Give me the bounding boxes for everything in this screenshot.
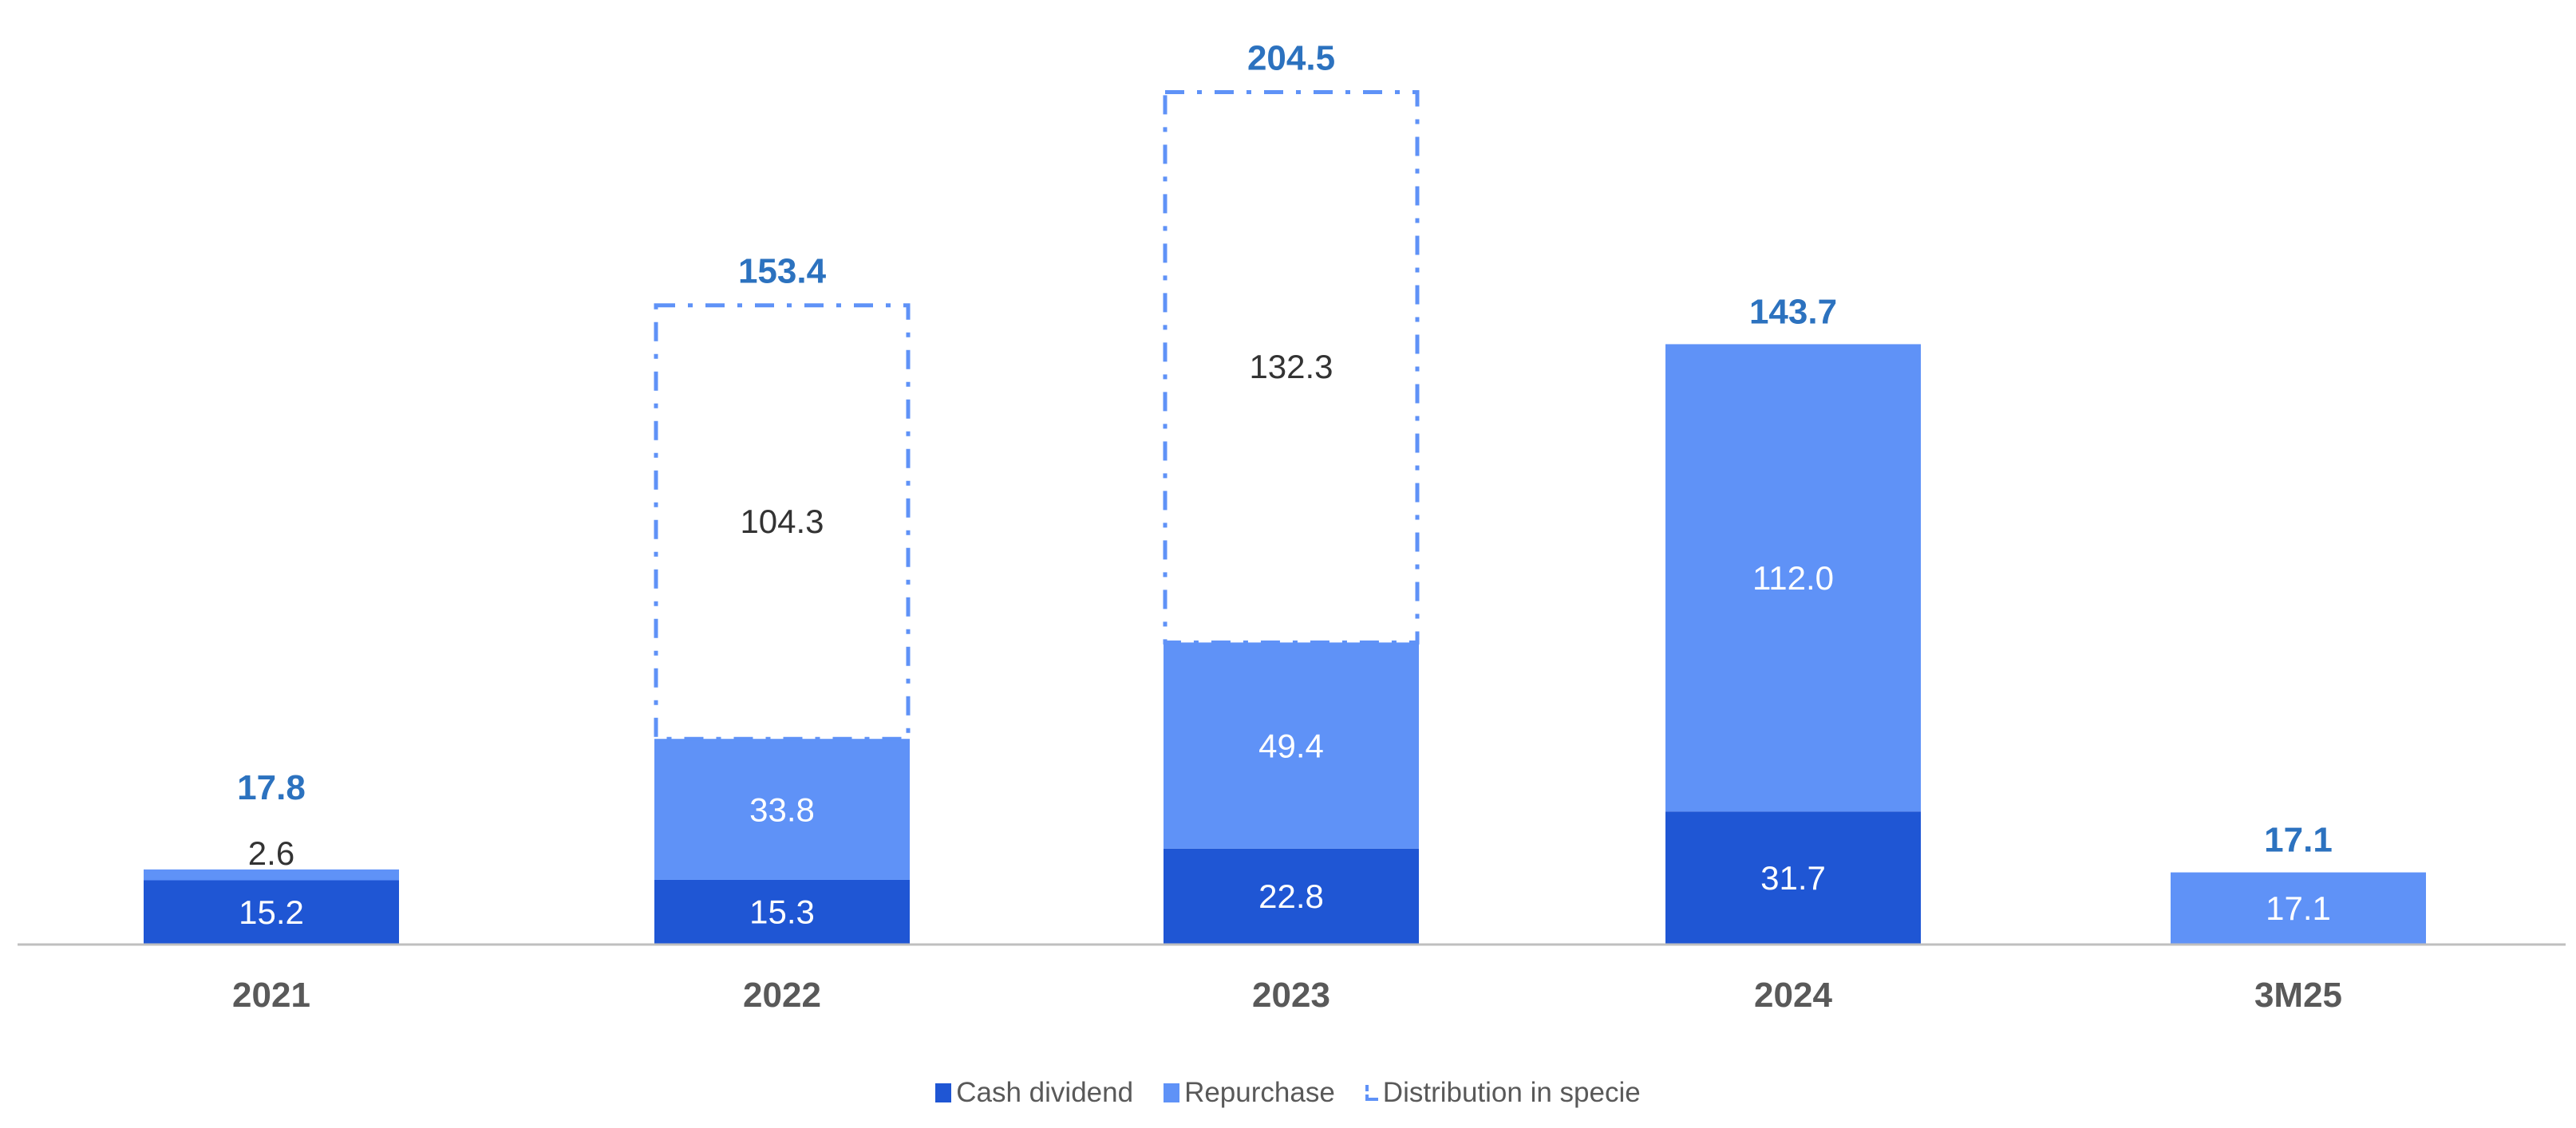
data-label-distribution-in-specie-2022: 104.3: [740, 503, 824, 540]
bar-segment-repurchase-3m25: [2171, 872, 2426, 944]
data-label-repurchase-2024: 112.0: [1752, 559, 1834, 597]
data-label-repurchase-2023: 49.4: [1258, 727, 1324, 764]
bar-segment-cash-dividend-2024: [1665, 811, 1921, 944]
legend-item-cash-dividend: Cash dividend: [935, 1077, 1133, 1109]
total-label-2022: 153.4: [738, 252, 827, 291]
data-label-repurchase-3m25: 17.1: [2266, 889, 2331, 927]
x-tick-label-2021: 2021: [232, 976, 310, 1015]
total-label-2024: 143.7: [1749, 292, 1837, 331]
bar-segment-distribution-in-specie-2023: [1163, 89, 1420, 645]
legend-swatch-distribution-in-specie: [1365, 1085, 1378, 1101]
legend-label-distribution-in-specie: Distribution in specie: [1382, 1077, 1641, 1108]
data-label-cash-dividend-2022: 15.3: [749, 893, 815, 931]
data-label-cash-dividend-2023: 22.8: [1258, 878, 1324, 915]
total-label-2023: 204.5: [1247, 38, 1335, 77]
bar-segment-distribution-in-specie-2022: [654, 303, 911, 741]
legend-item-distribution-in-specie: Distribution in specie: [1365, 1077, 1641, 1109]
legend: Cash dividend Repurchase Distribution in…: [0, 1073, 2576, 1113]
bar-segment-cash-dividend-2022: [654, 879, 910, 944]
legend-swatch-cash-dividend: [935, 1083, 952, 1102]
x-tick-label-2023: 2023: [1252, 976, 1330, 1015]
x-tick-label-2022: 2022: [743, 976, 821, 1015]
data-label-cash-dividend-2021: 15.2: [239, 893, 304, 931]
data-label-cash-dividend-2024: 31.7: [1760, 859, 1826, 897]
data-label-repurchase-2021: 2.6: [248, 834, 294, 872]
data-label-distribution-in-specie-2023: 132.3: [1249, 348, 1333, 385]
bar-segment-repurchase-2022: [654, 739, 910, 880]
x-tick-label-2024: 2024: [1754, 976, 1832, 1015]
bar-segment-repurchase-2024: [1665, 344, 1921, 812]
bar-segment-repurchase-2023: [1164, 642, 1419, 849]
data-label-repurchase-2022: 33.8: [749, 791, 815, 828]
legend-swatch-repurchase: [1164, 1083, 1180, 1102]
bar-segment-cash-dividend-2023: [1164, 848, 1419, 944]
x-tick-label-3m25: 3M25: [2254, 976, 2342, 1015]
bar-segment-cash-dividend-2021: [144, 880, 399, 944]
total-label-3m25: 17.1: [2264, 821, 2333, 860]
legend-label-repurchase: Repurchase: [1184, 1077, 1335, 1108]
total-label-2021: 17.8: [237, 768, 306, 807]
bar-segment-repurchase-2021: [144, 869, 399, 881]
legend-item-repurchase: Repurchase: [1164, 1077, 1335, 1109]
legend-label-cash-dividend: Cash dividend: [956, 1077, 1134, 1108]
